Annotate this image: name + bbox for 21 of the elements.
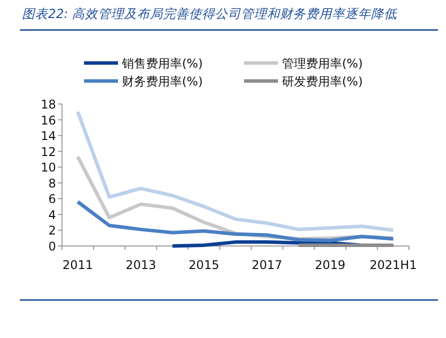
legend-label: 管理费用率(%)	[282, 56, 363, 70]
x-tick-label: 2015	[188, 258, 220, 272]
x-tick-label: 2019	[314, 258, 346, 272]
y-tick-label: 12	[40, 144, 56, 159]
y-tick-label: 0	[48, 240, 56, 254]
x-tick-label: 2011	[62, 258, 94, 272]
chart-title: 图表22: 高效管理及布局完善使得公司管理和财务费用率逐年降低	[22, 6, 398, 21]
y-tick-label: 18	[40, 98, 56, 112]
x-tick-label: 2021H1	[370, 258, 417, 272]
y-tick-label: 8	[48, 176, 56, 190]
y-tick-label: 16	[40, 113, 56, 128]
legend-label: 财务费用率(%)	[122, 74, 203, 88]
x-tick-label: 2017	[252, 258, 282, 272]
y-tick-label: 2	[48, 224, 56, 238]
legend-label: 销售费用率(%)	[121, 56, 203, 70]
y-tick-label: 6	[48, 192, 56, 206]
legend-label: 研发费用率(%)	[282, 74, 363, 88]
x-tick-label: 2013	[126, 258, 156, 272]
y-tick-label: 10	[40, 160, 56, 175]
y-tick-label: 14	[40, 129, 56, 144]
y-tick-label: 4	[48, 208, 56, 222]
